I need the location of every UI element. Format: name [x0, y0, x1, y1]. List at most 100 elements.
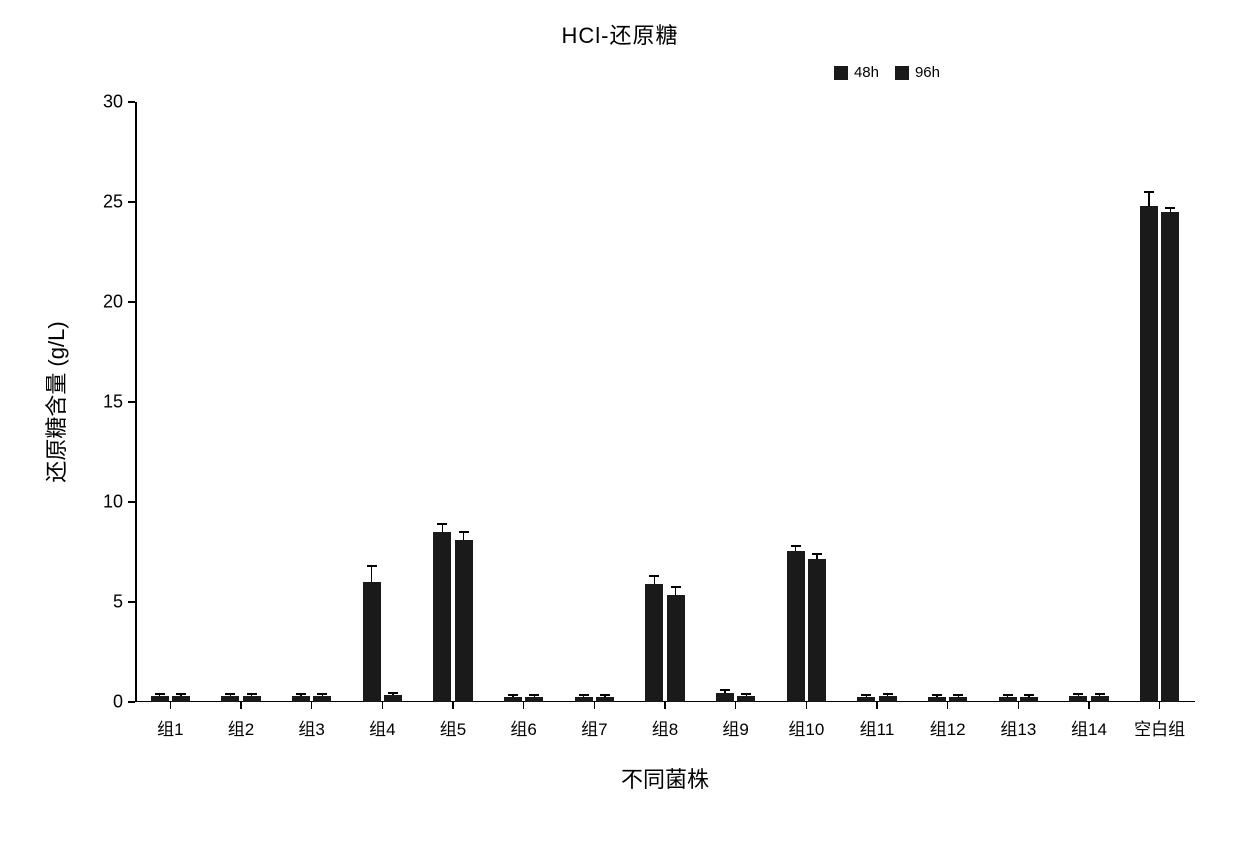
error-cap: [176, 693, 186, 695]
error-cap: [296, 693, 306, 695]
x-tick: [1018, 702, 1020, 709]
error-cap: [508, 694, 518, 696]
bar-48h: [1069, 696, 1087, 702]
bar-96h: [243, 696, 261, 702]
x-tick: [876, 702, 878, 709]
bar-48h: [857, 697, 875, 702]
bar-96h: [525, 697, 543, 702]
error-stem: [654, 576, 656, 584]
x-tick: [735, 702, 737, 709]
bar-48h: [504, 697, 522, 702]
legend-label: 48h: [854, 64, 879, 81]
x-tick-label: 组6: [510, 715, 536, 740]
legend-label: 96h: [915, 64, 940, 81]
error-cap: [1095, 693, 1105, 695]
y-tick: [128, 201, 135, 203]
bar-48h: [999, 697, 1017, 702]
error-cap: [649, 575, 659, 577]
bar-96h: [313, 696, 331, 702]
x-tick-label: 组2: [228, 715, 254, 740]
error-cap: [791, 545, 801, 547]
bar-96h: [455, 540, 473, 702]
x-tick: [664, 702, 666, 709]
error-cap: [741, 693, 751, 695]
error-cap: [861, 694, 871, 696]
x-tick-label: 组4: [369, 715, 395, 740]
y-tick: [128, 701, 135, 703]
error-cap: [317, 693, 327, 695]
bar-96h: [949, 697, 967, 702]
legend-swatch: [834, 66, 848, 80]
bar-96h: [172, 696, 190, 702]
chart-container: HCl-还原糖 48h96h 051015202530 组1组2组3组4组5组6…: [0, 0, 1240, 852]
error-stem: [463, 532, 465, 540]
bar-48h: [363, 582, 381, 702]
x-tick: [240, 702, 242, 709]
bar-48h: [575, 697, 593, 702]
x-tick-label: 组14: [1071, 715, 1107, 740]
error-cap: [579, 694, 589, 696]
y-tick: [128, 501, 135, 503]
legend: 48h 96h: [834, 64, 950, 81]
x-tick: [452, 702, 454, 709]
error-cap: [600, 694, 610, 696]
x-tick-label: 组8: [652, 715, 678, 740]
y-tick: [128, 101, 135, 103]
x-tick: [1159, 702, 1161, 709]
bar-96h: [808, 559, 826, 702]
y-tick: [128, 301, 135, 303]
x-tick: [382, 702, 384, 709]
error-cap: [812, 553, 822, 555]
error-stem: [442, 524, 444, 532]
y-tick-label: 10: [85, 492, 123, 513]
bar-96h: [384, 695, 402, 702]
bar-96h: [879, 696, 897, 702]
error-cap: [529, 694, 539, 696]
x-tick: [523, 702, 525, 709]
x-tick: [806, 702, 808, 709]
error-cap: [367, 565, 377, 567]
bar-48h: [433, 532, 451, 702]
y-tick-label: 5: [85, 592, 123, 613]
error-cap: [459, 531, 469, 533]
error-stem: [795, 546, 797, 551]
plot-area: 051015202530 组1组2组3组4组5组6组7组8组9组10组11组12…: [135, 102, 1195, 702]
error-cap: [932, 694, 942, 696]
bar-48h: [716, 693, 734, 702]
error-stem: [1148, 192, 1150, 206]
error-cap: [1024, 694, 1034, 696]
x-tick-label: 组13: [1000, 715, 1036, 740]
x-tick-label: 组9: [722, 715, 748, 740]
error-cap: [1165, 207, 1175, 209]
bar-48h: [292, 696, 310, 702]
error-cap: [1144, 191, 1154, 193]
x-tick: [1088, 702, 1090, 709]
y-tick: [128, 601, 135, 603]
error-cap: [247, 693, 257, 695]
bar-48h: [221, 696, 239, 702]
x-tick: [311, 702, 313, 709]
y-tick-label: 15: [85, 392, 123, 413]
error-cap: [720, 689, 730, 691]
x-tick-label: 组11: [860, 715, 895, 740]
x-tick-label: 组5: [440, 715, 466, 740]
error-cap: [155, 693, 165, 695]
legend-swatch: [895, 66, 909, 80]
bar-96h: [596, 697, 614, 702]
y-axis-label: 还原糖含量 (g/L): [39, 321, 71, 482]
y-axis-line: [135, 102, 137, 702]
error-stem: [371, 566, 373, 582]
bar-96h: [667, 595, 685, 702]
x-tick-label: 组12: [930, 715, 966, 740]
x-tick: [947, 702, 949, 709]
bar-48h: [928, 697, 946, 702]
error-cap: [1073, 693, 1083, 695]
bar-48h: [151, 696, 169, 702]
error-cap: [388, 692, 398, 694]
x-tick: [170, 702, 172, 709]
x-axis-label: 不同菌株: [621, 762, 709, 794]
error-cap: [671, 586, 681, 588]
x-tick-label: 组1: [157, 715, 183, 740]
bar-48h: [1140, 206, 1158, 702]
y-tick: [128, 401, 135, 403]
